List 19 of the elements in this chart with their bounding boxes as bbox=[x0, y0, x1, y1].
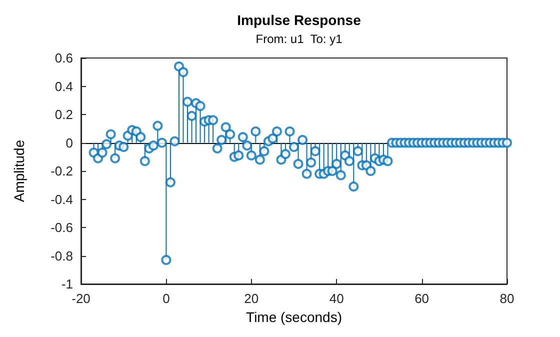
chart-title: Impulse Response bbox=[237, 12, 362, 28]
y-tick-label: 0.4 bbox=[54, 78, 73, 94]
x-tick-label: 0 bbox=[162, 291, 170, 306]
x-tick-label: 40 bbox=[329, 291, 344, 306]
y-tick-label: -0.4 bbox=[50, 192, 73, 207]
x-tick-label: 60 bbox=[414, 291, 430, 306]
y-tick-label: 0.2 bbox=[54, 107, 73, 122]
y-tick-label: 0.6 bbox=[54, 50, 73, 66]
y-tick-label: 0 bbox=[66, 135, 73, 150]
y-tick-label: -0.2 bbox=[50, 164, 73, 178]
x-axis-title: Time (seconds) bbox=[246, 308, 342, 325]
x-tick-label: 80 bbox=[500, 291, 514, 306]
chart-subtitle: From: u1 To: y1 bbox=[256, 32, 343, 46]
y-axis-title: Amplitude bbox=[11, 140, 27, 202]
y-tick-label: -1 bbox=[61, 276, 73, 292]
x-tick-label: 20 bbox=[244, 291, 259, 306]
x-tick-label: -20 bbox=[72, 291, 90, 306]
y-tick-label: -0.8 bbox=[50, 248, 73, 264]
y-tick-label: -0.6 bbox=[50, 220, 73, 235]
